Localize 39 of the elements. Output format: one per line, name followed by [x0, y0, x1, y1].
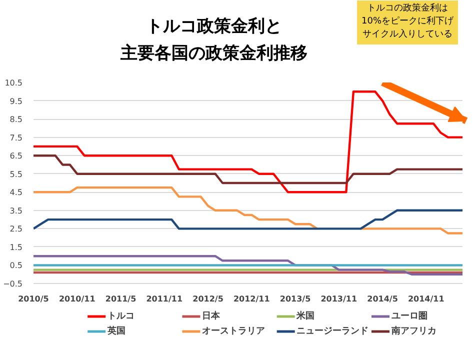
text: トルコの政策金利は: [367, 2, 448, 14]
x-tick-label: 2011/11: [146, 294, 183, 304]
y-tick-label: 9.5: [10, 96, 23, 106]
line-series: [34, 154, 462, 184]
y-tick-label: 10.5: [4, 78, 22, 88]
line-series: [34, 254, 462, 276]
x-tick-label: 2011/5: [105, 294, 137, 304]
y-tick-label: −0.5: [3, 280, 23, 288]
legend-label: オーストラリア: [202, 326, 266, 336]
text: 10%をピークに利下げ: [362, 16, 455, 26]
chart-subtitle: 主要各国の政策金利推移: [119, 44, 308, 64]
y-tick-label: 1.5: [10, 242, 23, 252]
chart-title: トルコ政策金利と: [146, 16, 282, 36]
y-tick-label: 0.5: [10, 261, 23, 270]
legend-label: 南アフリカ: [390, 326, 436, 336]
x-tick-label: 2014/5: [367, 294, 398, 304]
y-tick-label: 5.5: [10, 170, 23, 179]
x-tick-label: 2013/5: [280, 294, 312, 304]
y-tick-label: 7.5: [10, 133, 23, 142]
y-tick-label: 6.5: [10, 152, 23, 161]
x-tick-label: 2012/5: [192, 294, 224, 304]
line-series: [34, 90, 462, 194]
x-tick-label: 2013/11: [320, 294, 358, 304]
y-tick-label: 4.5: [10, 188, 23, 198]
x-tick-label: 2010/11: [58, 294, 96, 304]
legend-label: ニュージーランド: [296, 326, 369, 336]
x-tick-label: 2010/5: [18, 294, 50, 304]
y-tick-label: 2.5: [10, 224, 23, 234]
x-tick-label: 2012/11: [233, 294, 270, 304]
legend-label: 米国: [296, 310, 315, 322]
line-series: [34, 209, 462, 230]
legend-label: ユーロ圏: [391, 310, 428, 322]
legend-label: トルコ: [107, 312, 134, 322]
x-tick-label: 2014/11: [408, 294, 445, 304]
y-tick-label: 8.5: [10, 115, 23, 124]
legend-label: 英国: [106, 326, 126, 336]
text: サイクル入りしている: [362, 28, 453, 40]
y-tick-label: 3.5: [10, 206, 23, 216]
legend-label: 日本: [202, 310, 222, 322]
